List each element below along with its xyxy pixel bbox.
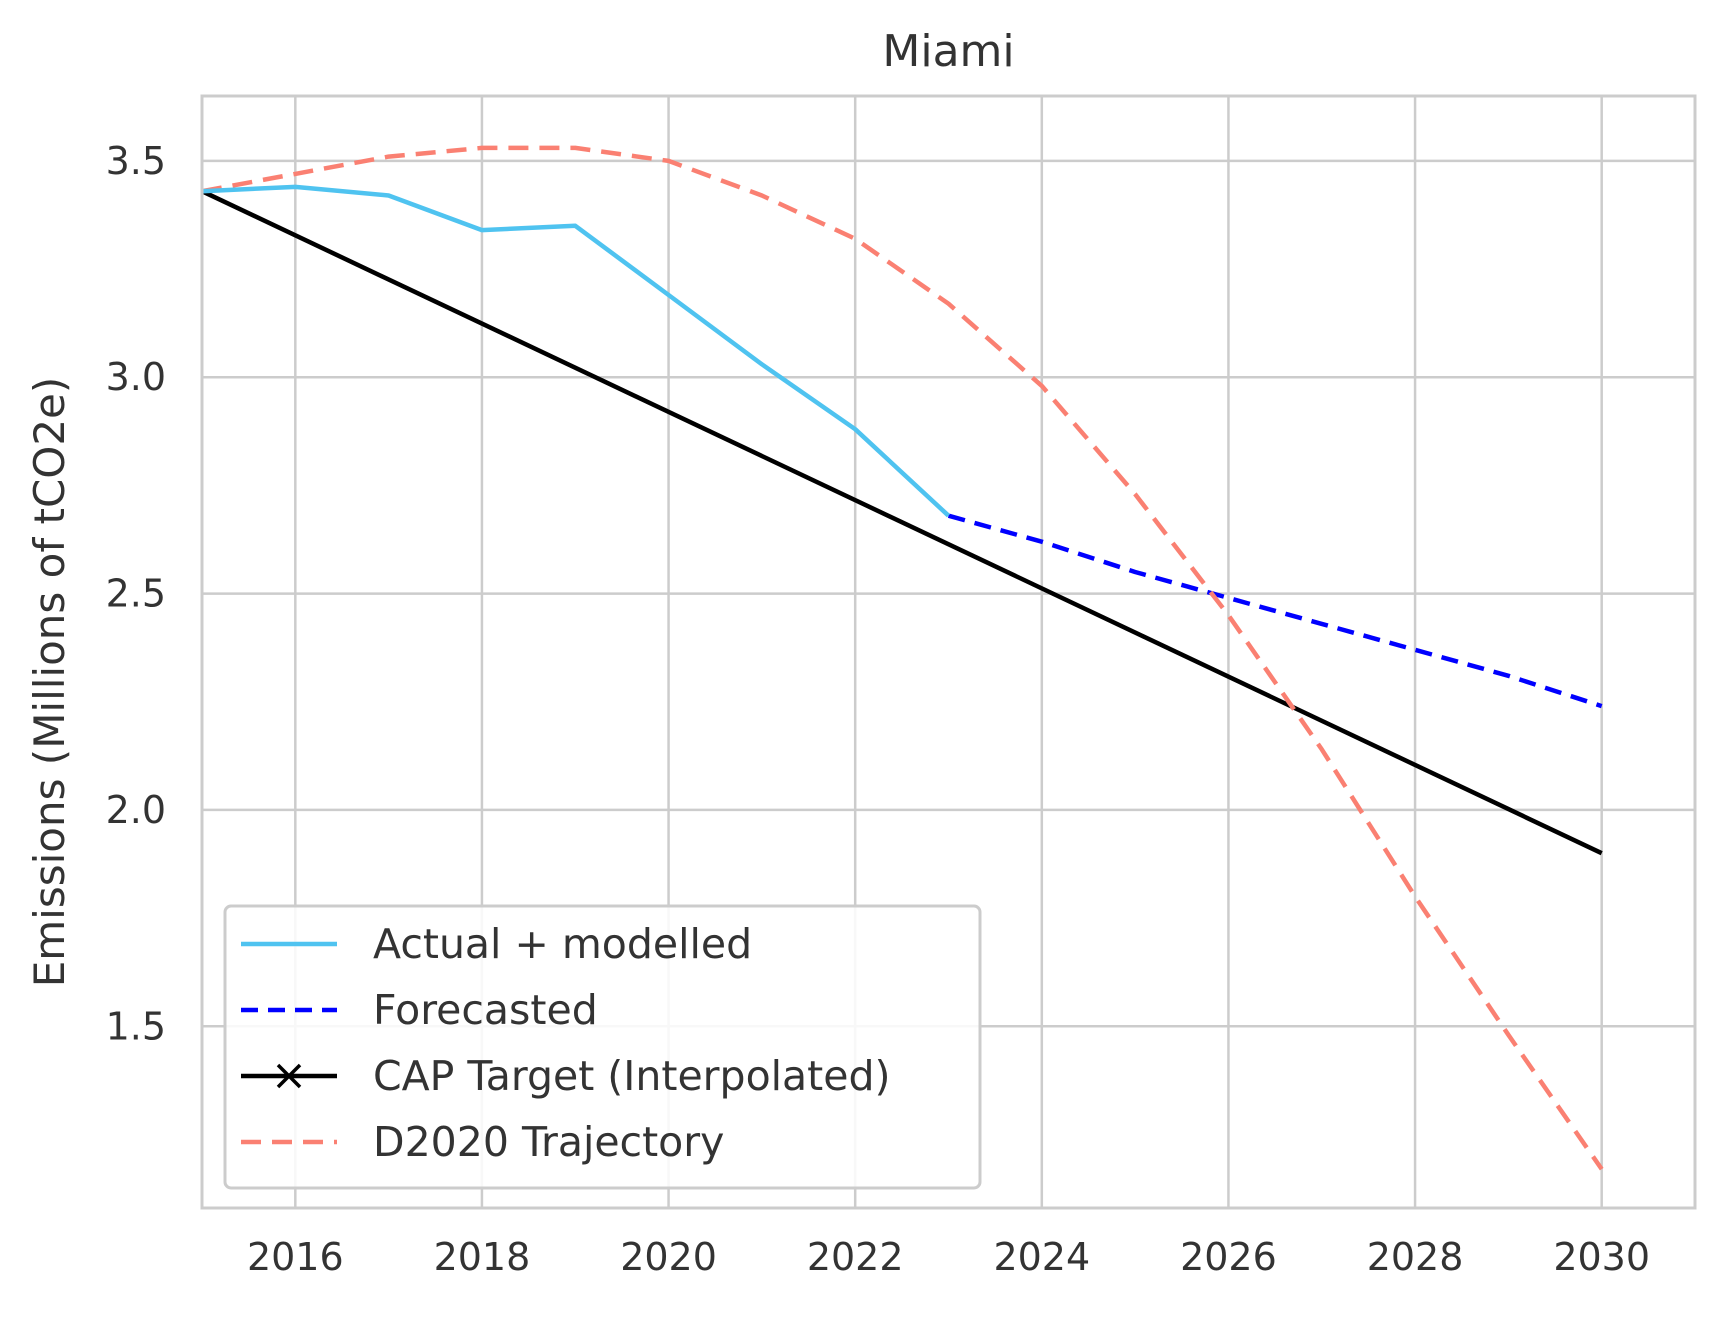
x-tick-label: 2030 [1553,1235,1650,1279]
y-tick-label: 3.0 [106,355,166,399]
y-tick-label: 2.0 [106,788,166,832]
y-tick-label: 3.5 [106,139,166,183]
series-line-forecasted [949,516,1602,706]
x-tick-label: 2020 [620,1235,717,1279]
series-cap-target-interpolated [202,191,1602,853]
series-line-cap-target-interpolated [202,191,1602,853]
series-actual-modelled [202,187,949,516]
series-line-actual-modelled [202,187,949,516]
y-tick-label: 1.5 [106,1004,166,1048]
legend-label: Forecasted [373,986,598,1034]
x-tick-label: 2022 [807,1235,904,1279]
x-tick-label: 2016 [247,1235,344,1279]
legend-label: Actual + modelled [373,920,752,968]
chart-title: Miami [882,26,1014,77]
x-tick-label: 2026 [1180,1235,1277,1279]
y-axis-label: Emissions (Millions of tCO2e) [25,377,74,988]
y-tick-label: 2.5 [106,572,166,616]
x-tick-label: 2024 [993,1235,1090,1279]
legend: Actual + modelled Forecasted CAP Target (I… [225,906,980,1188]
series-forecasted [948,516,1601,707]
x-tick-label: 2028 [1367,1235,1464,1279]
legend-label: CAP Target (Interpolated) [373,1052,891,1100]
x-tick-label: 2018 [434,1235,531,1279]
legend-label: D2020 Trajectory [373,1118,724,1166]
